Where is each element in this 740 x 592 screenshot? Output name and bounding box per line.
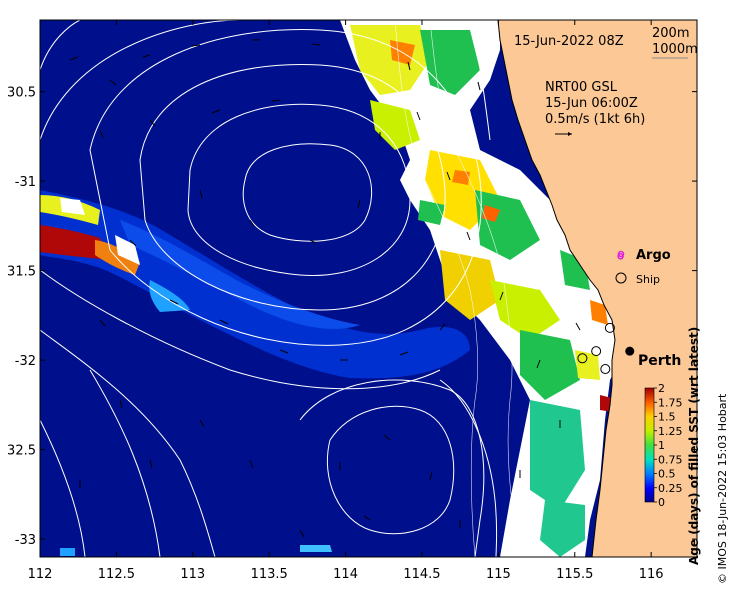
- argo-legend-icon: [617, 250, 625, 258]
- x-tick-label: 116: [639, 567, 664, 582]
- y-tick-label: -32: [15, 354, 36, 369]
- x-tick-label: 115.5: [556, 567, 593, 582]
- x-tick-label: 113.5: [251, 567, 288, 582]
- ship-marker: [577, 353, 588, 364]
- colorbar-tick-label: 0.75: [658, 453, 683, 466]
- scale-arrow-icon: [555, 132, 572, 136]
- x-axis: 112 112.5 113 113.5 114 114.5 115 115.5 116: [28, 20, 664, 582]
- colorbar-tick-label: 0.25: [658, 482, 683, 495]
- x-tick-label: 115: [486, 567, 511, 582]
- coastline: [497, 20, 616, 557]
- y-tick-label: 32.5: [7, 444, 36, 459]
- isobaths: [394, 20, 521, 557]
- x-tick-label: 113: [180, 567, 205, 582]
- y-axis: 30.5 -31 31.5 -32 32.5 -33: [7, 86, 697, 548]
- sea-level-contours: [40, 20, 498, 557]
- current-scale-label: 0.5m/s (1kt 6h): [545, 112, 645, 127]
- colorbar: [644, 387, 655, 503]
- current-time-label: 15-Jun 06:00Z: [545, 96, 638, 111]
- current-vectors: [69, 39, 581, 538]
- colorbar-tick-label: 0.5: [658, 468, 676, 481]
- colorbar-tick-label: 2: [658, 382, 665, 395]
- colorbar-tick-label: 1: [658, 439, 665, 452]
- colorbar-tick-label: 1.25: [658, 425, 683, 438]
- x-tick-label: 114.5: [403, 567, 440, 582]
- isobath-label-1000m: 1000m: [652, 42, 698, 57]
- colorbar-tick-label: 0: [658, 496, 665, 509]
- y-tick-label: -31: [15, 175, 36, 190]
- credit-text: © IMOS 18-Jun-2022 15:03 Hobart: [716, 393, 729, 584]
- colorbar-tick-label: 1.75: [658, 396, 683, 409]
- map-frame: [39, 19, 698, 558]
- offshore-sst-band: [40, 190, 470, 556]
- y-tick-label: -33: [15, 533, 36, 548]
- ship-marker: [600, 364, 611, 375]
- x-tick-label: 114: [333, 567, 358, 582]
- ship-legend-label: Ship: [636, 273, 660, 286]
- argo-legend-label: Argo: [636, 248, 671, 263]
- ship-marker: [604, 322, 615, 333]
- colorbar-tick-label: 1.5: [658, 411, 676, 424]
- city-label: Perth: [638, 353, 681, 369]
- y-tick-label: 30.5: [7, 86, 36, 101]
- y-tick-label: 31.5: [7, 265, 36, 280]
- date-label: 15-Jun-2022 08Z: [514, 34, 624, 49]
- isobath-label-200m: 200m: [652, 26, 689, 41]
- colorbar-label: Age (days) of filled SST (wrt latest): [687, 326, 701, 565]
- x-tick-label: 112: [28, 567, 53, 582]
- current-model-title: NRT00 GSL: [545, 80, 618, 95]
- x-tick-label: 112.5: [98, 567, 135, 582]
- city-marker: [625, 346, 635, 356]
- ship-legend-icon: [615, 272, 627, 284]
- ship-marker: [591, 346, 602, 357]
